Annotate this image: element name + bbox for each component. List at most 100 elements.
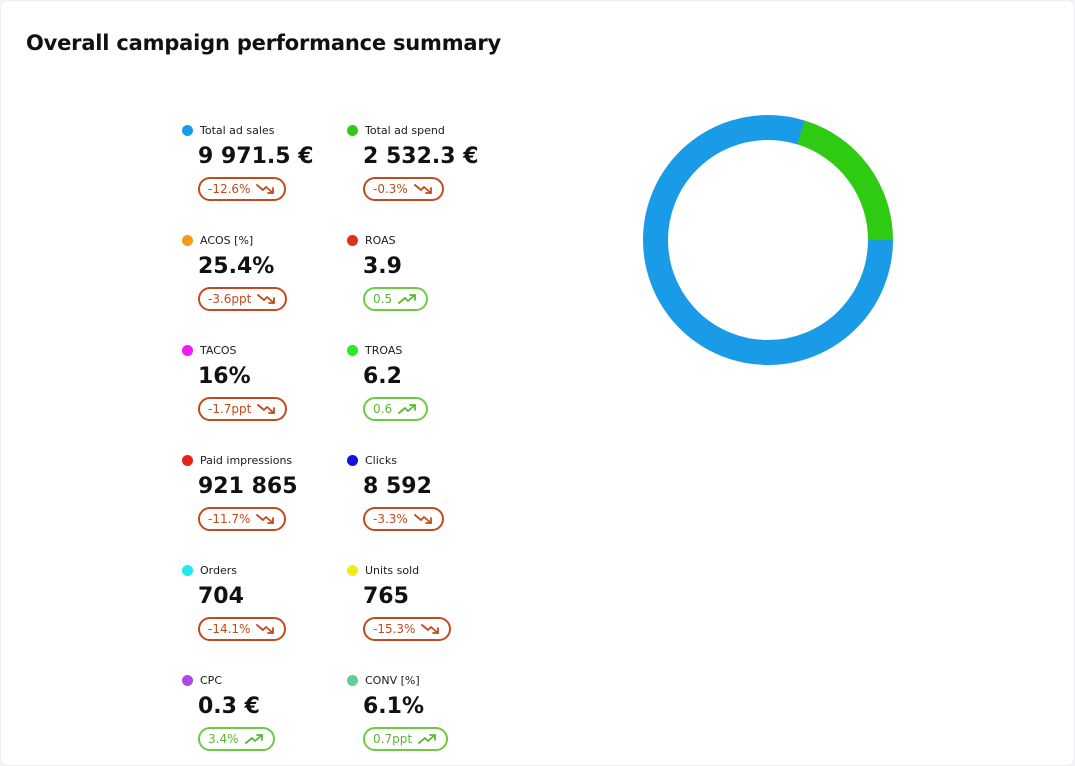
metric-label: ACOS [%]	[182, 233, 342, 247]
legend-dot-icon	[182, 234, 193, 246]
metric-label-text: Orders	[200, 563, 237, 577]
page-title: Overall campaign performance summary	[26, 31, 502, 55]
metric-cpc: CPC 0.3 € 3.4%	[182, 673, 342, 765]
change-badge: 3.4%	[198, 727, 275, 751]
metric-label-text: Units sold	[365, 563, 420, 577]
change-badge: -15.3%	[363, 617, 452, 641]
legend-dot-icon	[347, 454, 358, 466]
change-badge: 0.7ppt	[363, 727, 449, 751]
metric-label-text: Total ad spend	[365, 123, 445, 137]
change-value: -14.1%	[208, 622, 251, 636]
metric-value: 3.9	[363, 254, 402, 279]
metric-total-ad-spend: Total ad spend 2 532.3 € -0.3%	[347, 123, 507, 223]
metric-label-text: Paid impressions	[200, 453, 293, 467]
metric-troas: TROAS 6.2 0.6	[347, 343, 507, 443]
metric-label: TROAS	[347, 343, 507, 357]
metric-label-text: ACOS [%]	[200, 233, 254, 247]
trending-up-icon	[244, 734, 263, 744]
change-value: -0.3%	[373, 182, 408, 196]
metric-label: CPC	[182, 673, 342, 687]
metric-clicks: Clicks 8 592 -3.3%	[347, 453, 507, 553]
change-badge: -11.7%	[198, 507, 287, 531]
change-value: -3.3%	[373, 512, 408, 526]
metric-value: 6.2	[363, 364, 402, 389]
metric-label-text: TACOS	[200, 343, 237, 357]
change-value: 0.6	[373, 402, 393, 416]
donut-segment-total-ad-spend[interactable]	[642, 114, 894, 366]
metric-label-text: CPC	[200, 673, 222, 687]
change-value: 3.4%	[208, 732, 239, 746]
metric-value: 6.1%	[363, 694, 425, 719]
metric-orders: Orders 704 -14.1%	[182, 563, 342, 663]
change-value: -11.7%	[208, 512, 251, 526]
metric-paid-impressions: Paid impressions 921 865 -11.7%	[182, 453, 342, 553]
metric-roas: ROAS 3.9 0.5	[347, 233, 507, 333]
change-value: -12.6%	[208, 182, 251, 196]
change-value: 0.5	[373, 292, 393, 306]
change-value: -15.3%	[373, 622, 416, 636]
metric-units-sold: Units sold 765 -15.3%	[347, 563, 507, 663]
change-badge: -14.1%	[198, 617, 287, 641]
trending-down-icon	[421, 624, 440, 634]
metric-value: 765	[363, 584, 409, 609]
legend-dot-icon	[182, 674, 193, 686]
metric-value: 921 865	[198, 474, 298, 499]
metric-value: 2 532.3 €	[363, 144, 479, 169]
legend-dot-icon	[347, 564, 358, 576]
change-value: -1.7ppt	[208, 402, 252, 416]
metric-label-text: Clicks	[365, 453, 397, 467]
change-value: 0.7ppt	[373, 732, 413, 746]
trending-up-icon	[398, 404, 416, 414]
metric-label: Paid impressions	[182, 453, 342, 467]
metric-value: 25.4%	[198, 254, 275, 279]
metric-total-ad-sales: Total ad sales 9 971.5 € -12.6%	[182, 123, 342, 223]
trending-down-icon	[256, 184, 275, 194]
metric-label: Units sold	[347, 563, 507, 577]
legend-dot-icon	[347, 124, 358, 136]
metric-value: 704	[198, 584, 244, 609]
trending-down-icon	[257, 294, 276, 304]
trending-up-icon	[398, 294, 416, 304]
legend-dot-icon	[182, 454, 193, 466]
change-value: -3.6ppt	[208, 292, 252, 306]
metric-value: 0.3 €	[198, 694, 260, 719]
metric-label: Total ad spend	[347, 123, 507, 137]
metric-label: Orders	[182, 563, 342, 577]
metric-label-text: Total ad sales	[200, 123, 275, 137]
metric-label: Clicks	[347, 453, 507, 467]
metric-label-text: TROAS	[365, 343, 403, 357]
metric-label: ROAS	[347, 233, 507, 247]
metric-label: CONV [%]	[347, 673, 507, 687]
trending-down-icon	[256, 514, 275, 524]
metric-label: TACOS	[182, 343, 342, 357]
change-badge: -12.6%	[198, 177, 287, 201]
legend-dot-icon	[347, 674, 358, 686]
trending-up-icon	[418, 734, 436, 744]
trending-down-icon	[256, 624, 275, 634]
metric-label: Total ad sales	[182, 123, 342, 137]
legend-dot-icon	[182, 124, 193, 136]
metric-value: 8 592	[363, 474, 432, 499]
metric-acos: ACOS [%] 25.4% -3.6ppt	[182, 233, 342, 333]
metric-value: 16%	[198, 364, 251, 389]
change-badge: -1.7ppt	[198, 397, 288, 421]
legend-dot-icon	[182, 564, 193, 576]
legend-dot-icon	[182, 344, 193, 356]
legend-dot-icon	[347, 234, 358, 246]
change-badge: -0.3%	[363, 177, 444, 201]
metric-label-text: ROAS	[365, 233, 396, 247]
change-badge: -3.3%	[363, 507, 444, 531]
change-badge: -3.6ppt	[198, 287, 288, 311]
metric-label-text: CONV [%]	[365, 673, 420, 687]
metric-value: 9 971.5 €	[198, 144, 314, 169]
change-badge: 0.5	[363, 287, 429, 311]
donut-chart-svg	[642, 114, 894, 366]
legend-dot-icon	[347, 344, 358, 356]
trending-down-icon	[413, 184, 432, 194]
donut-chart	[642, 114, 894, 366]
metric-conv: CONV [%] 6.1% 0.7ppt	[347, 673, 507, 765]
trending-down-icon	[257, 404, 276, 414]
trending-down-icon	[413, 514, 432, 524]
change-badge: 0.6	[363, 397, 429, 421]
